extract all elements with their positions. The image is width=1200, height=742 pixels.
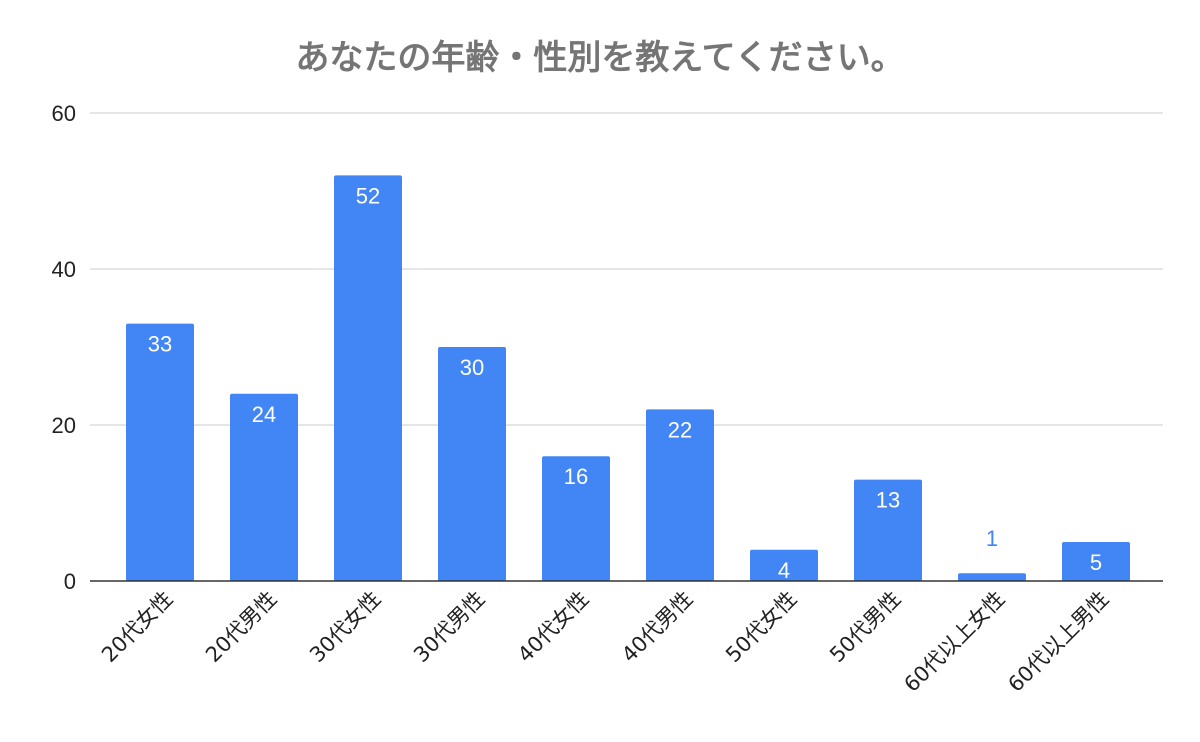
x-tick-label: 50代男性	[825, 587, 905, 667]
data-label: 13	[876, 488, 900, 513]
x-tick-label: 20代女性	[97, 587, 177, 667]
bar-20代男性	[230, 393, 298, 581]
y-tick-label: 20	[52, 413, 76, 438]
y-tick-label: 60	[52, 101, 76, 126]
x-tick-label: 60代以上女性	[899, 587, 1009, 697]
data-label: 5	[1090, 550, 1102, 575]
bar-60代以上男性	[1062, 542, 1130, 581]
data-label: 33	[148, 332, 172, 357]
data-label: 52	[356, 183, 380, 208]
grid-lines	[90, 112, 1163, 426]
x-tick-label: 30代女性	[305, 587, 385, 667]
data-label: 30	[460, 355, 484, 380]
bar-30代男性	[438, 347, 506, 581]
x-tick-label: 40代女性	[513, 587, 593, 667]
data-label: 24	[252, 402, 276, 427]
bar-40代男性	[646, 409, 714, 581]
x-tick-label: 30代男性	[409, 587, 489, 667]
x-tick-label: 50代女性	[721, 587, 801, 667]
bar-20代女性	[126, 323, 194, 581]
x-tick-label: 20代男性	[201, 587, 281, 667]
data-label: 22	[668, 417, 692, 442]
data-label: 16	[564, 464, 588, 489]
y-tick-label: 0	[64, 569, 76, 594]
bar-40代女性	[542, 456, 610, 581]
chart-title: あなたの年齢・性別を教えてください。	[295, 38, 905, 78]
data-label: 4	[778, 558, 790, 583]
labels: 0 20 40 60 33 20代女性 24 20代男性 52 30代女性 30 30代男性 16 40代…	[52, 101, 1114, 697]
x-tick-label: 60代以上男性	[1003, 587, 1113, 697]
bar-30代女性	[334, 175, 402, 581]
bars	[126, 175, 1130, 581]
y-tick-label: 40	[52, 257, 76, 282]
bar-50代男性	[854, 479, 922, 581]
bar-60代以上女性	[958, 573, 1026, 581]
data-label: 1	[986, 526, 998, 551]
x-tick-label: 40代男性	[617, 587, 697, 667]
bar-50代女性	[750, 549, 818, 581]
